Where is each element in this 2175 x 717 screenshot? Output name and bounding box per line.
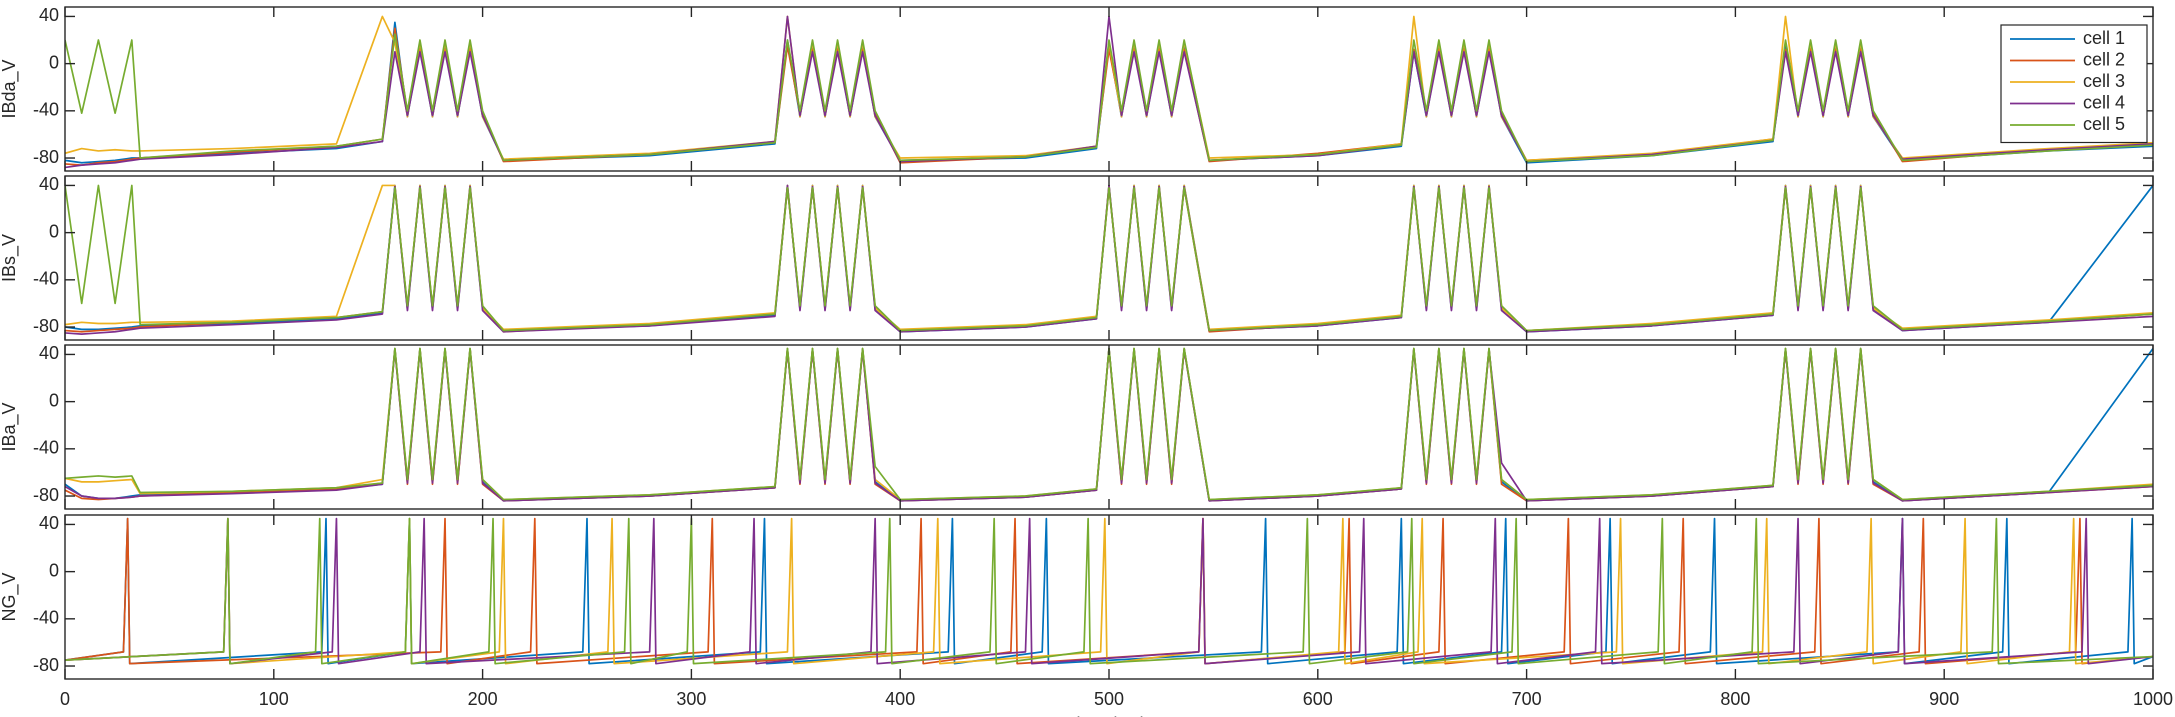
y-tick-label: -40	[33, 269, 59, 289]
x-tick-label: 600	[1303, 689, 1333, 709]
x-tick-label: 1000	[2133, 689, 2173, 709]
y-tick-label: 0	[49, 390, 59, 410]
x-tick-label: 0	[60, 689, 70, 709]
y-tick-label: 40	[39, 513, 59, 533]
x-tick-label: 900	[1929, 689, 1959, 709]
y-tick-label: -40	[33, 438, 59, 458]
trace	[65, 347, 2153, 502]
legend-label: cell 4	[2083, 92, 2125, 112]
y-tick-label: -80	[33, 316, 59, 336]
trace	[65, 184, 2153, 332]
y-tick-label: 40	[39, 343, 59, 363]
axes-box	[64, 6, 2154, 172]
x-tick-label: 700	[1512, 689, 1542, 709]
y-axis-label: IBda_V	[0, 59, 20, 118]
x-tick-label: 400	[885, 689, 915, 709]
trace	[65, 347, 2153, 501]
trace	[65, 15, 2153, 162]
trace	[65, 517, 2153, 665]
trace	[65, 517, 2153, 665]
x-tick-label: 800	[1720, 689, 1750, 709]
y-tick-label: 0	[49, 221, 59, 241]
trace	[65, 517, 2153, 665]
trace	[65, 347, 2153, 501]
trace	[65, 184, 2153, 333]
trace	[65, 186, 2153, 333]
plot-area	[65, 347, 2153, 502]
legend-label: cell 2	[2083, 49, 2125, 69]
y-tick-label: 40	[39, 5, 59, 25]
trace	[65, 184, 2153, 332]
trace	[65, 347, 2153, 502]
x-tick-label: 300	[676, 689, 706, 709]
plot-area	[65, 517, 2153, 665]
y-tick-label: 40	[39, 174, 59, 194]
x-tick-label: 100	[259, 689, 289, 709]
y-tick-label: -80	[33, 485, 59, 505]
trace	[65, 15, 2153, 169]
plot-area	[65, 15, 2153, 169]
y-tick-label: -80	[33, 147, 59, 167]
y-tick-label: 0	[49, 52, 59, 72]
trace	[65, 348, 2153, 502]
x-tick-label: 500	[1094, 689, 1124, 709]
y-tick-label: -80	[33, 655, 59, 675]
y-axis-label: IBs_V	[0, 234, 20, 282]
x-axis-label: time (ms)	[1072, 714, 1147, 717]
y-tick-label: -40	[33, 608, 59, 628]
legend-label: cell 3	[2083, 71, 2125, 91]
y-axis-label: NG_V	[0, 572, 20, 621]
legend-label: cell 1	[2083, 28, 2125, 48]
plot-area	[65, 184, 2153, 335]
trace	[65, 517, 2153, 665]
legend-box	[2000, 24, 2148, 144]
legend-label: cell 5	[2083, 114, 2125, 134]
trace	[65, 33, 2153, 163]
y-axis-label: IBa_V	[0, 402, 20, 451]
y-tick-label: 0	[49, 560, 59, 580]
y-tick-label: -40	[33, 100, 59, 120]
trace	[65, 517, 2153, 665]
x-tick-label: 200	[468, 689, 498, 709]
